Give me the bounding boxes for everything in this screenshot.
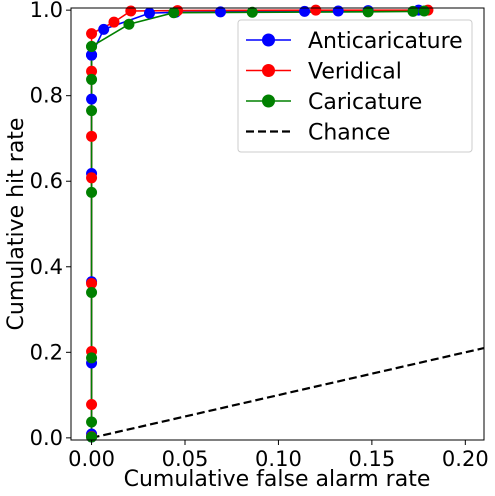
data-point-veridical: [108, 16, 120, 28]
y-tick-label: 0.8: [30, 84, 63, 108]
y-tick-label: 0.2: [30, 340, 63, 364]
legend-label-caricature: Caricature: [308, 90, 422, 115]
data-point-anticaricature: [215, 6, 226, 18]
data-point-veridical: [86, 65, 98, 77]
x-tick-label: 0.15: [348, 447, 395, 471]
y-tick-label: 0.4: [30, 255, 63, 279]
legend-label-chance: Chance: [308, 121, 390, 146]
data-point-veridical: [86, 28, 98, 40]
y-axis-label: Cumulative hit rate: [4, 118, 29, 331]
marker-layer: [86, 4, 434, 443]
data-point-caricature: [86, 41, 98, 52]
data-point-anticaricature: [98, 23, 110, 35]
data-point-anticaricature: [299, 5, 311, 17]
data-point-caricature: [123, 18, 135, 30]
legend-frame: [237, 19, 473, 153]
x-tick-label: 0.05: [162, 447, 209, 471]
legend-marker-veridical: [262, 64, 275, 77]
data-point-caricature: [407, 5, 419, 17]
data-point-veridical: [310, 4, 322, 16]
legend: Anticaricature Veridical Caricature Chance: [237, 19, 473, 153]
x-axis: 0.00 0.05 0.10 0.15 0.20: [68, 440, 489, 471]
data-point-anticaricature: [86, 93, 98, 105]
x-tick-label: 0.00: [68, 447, 115, 471]
y-tick-label: 0.6: [30, 169, 63, 193]
data-point-veridical: [86, 277, 98, 289]
data-point-caricature: [86, 286, 98, 298]
legend-label-veridical: Veridical: [308, 60, 402, 85]
y-axis: 0.0 0.2 0.4 0.6 0.8 1.0: [30, 0, 71, 450]
data-point-veridical: [86, 130, 98, 142]
data-point-veridical: [86, 172, 98, 184]
y-tick-label: 1.0: [30, 0, 63, 22]
x-axis-label: Cumulative false alarm rate: [124, 467, 431, 492]
data-point-caricature: [362, 6, 374, 18]
data-point-caricature: [86, 186, 98, 198]
data-point-caricature: [86, 352, 98, 364]
data-point-caricature: [86, 73, 98, 85]
data-point-veridical: [125, 5, 137, 17]
data-point-anticaricature: [143, 7, 155, 19]
data-point-caricature: [86, 105, 98, 117]
data-point-caricature: [86, 416, 98, 428]
legend-marker-anticaricature: [262, 33, 275, 47]
data-point-veridical: [86, 399, 98, 410]
data-point-anticaricature: [86, 49, 98, 61]
legend-label-anticaricature: Anticaricature: [308, 29, 463, 54]
data-point-caricature: [246, 6, 258, 18]
series-line-chance: [91, 346, 484, 439]
legend-marker-caricature: [262, 94, 275, 108]
x-tick-label: 0.20: [442, 447, 489, 471]
data-point-caricature: [418, 5, 430, 17]
y-tick-label: 0.0: [30, 426, 63, 450]
data-point-caricature: [168, 7, 180, 19]
plot-frame: [70, 7, 485, 441]
x-tick-label: 0.10: [255, 447, 302, 471]
data-point-anticaricature: [332, 5, 344, 17]
